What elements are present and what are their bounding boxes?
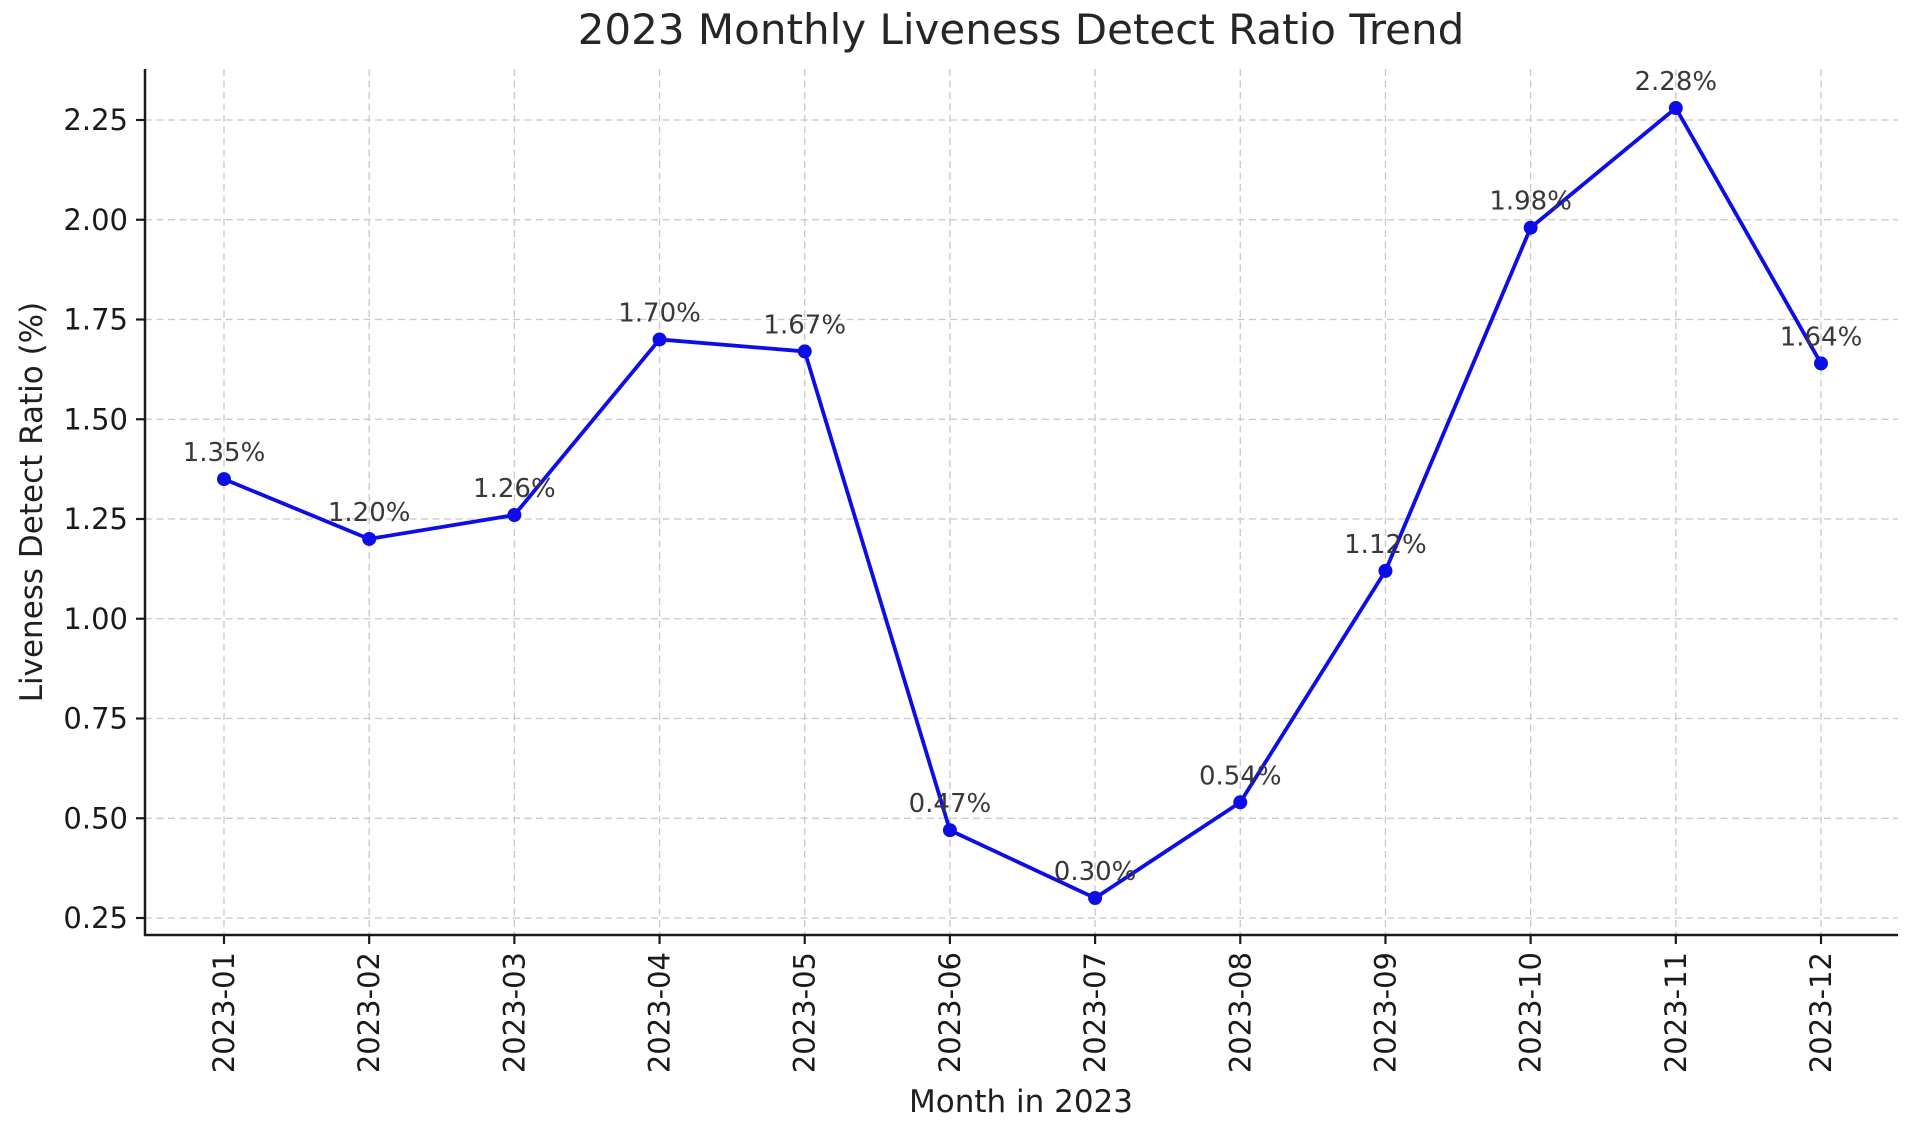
tick-layer: 2023-01 2023-02 2023-03 2023-04 2023-05 2023-… bbox=[63, 103, 1838, 1073]
x-tick-label: 2023-08 bbox=[1223, 952, 1257, 1073]
data-point-2023-06 bbox=[942, 823, 957, 838]
data-label-2023-10: 1.98% bbox=[1489, 187, 1572, 217]
y-tick-label: 2.00 bbox=[63, 203, 128, 237]
y-tick-label: 1.50 bbox=[63, 402, 128, 436]
data-label-2023-12: 1.64% bbox=[1780, 322, 1863, 352]
x-tick-label: 2023-10 bbox=[1514, 952, 1548, 1073]
data-label-2023-08: 0.54% bbox=[1199, 761, 1282, 791]
data-point-2023-10 bbox=[1523, 220, 1538, 235]
axes-spines bbox=[143, 69, 1898, 937]
y-tick-label: 1.75 bbox=[63, 303, 128, 337]
annotation-layer: 1.35% 1.20% 1.26% 1.70% 1.67% 0.47% 0.30% 0.54%… bbox=[183, 67, 1863, 887]
y-tick-label: 1.00 bbox=[63, 602, 128, 636]
data-point-2023-12 bbox=[1814, 356, 1828, 371]
x-tick-label: 2023-09 bbox=[1368, 952, 1402, 1073]
x-tick-label: 2023-04 bbox=[643, 952, 677, 1073]
y-tick-label: 2.25 bbox=[63, 103, 128, 137]
data-point-2023-05 bbox=[797, 344, 812, 359]
x-tick-label: 2023-02 bbox=[352, 952, 386, 1073]
data-label-2023-05: 1.67% bbox=[763, 310, 846, 340]
data-point-2023-07 bbox=[1088, 891, 1103, 906]
data-point-2023-02 bbox=[362, 531, 377, 546]
y-axis-title: Liveness Detect Ratio (%) bbox=[14, 302, 50, 703]
x-tick-label: 2023-01 bbox=[207, 952, 241, 1073]
series-layer bbox=[217, 101, 1828, 906]
x-tick-label: 2023-12 bbox=[1804, 952, 1838, 1073]
x-tick-label: 2023-07 bbox=[1078, 952, 1112, 1073]
data-label-2023-11: 2.28% bbox=[1635, 67, 1718, 97]
data-point-2023-01 bbox=[217, 472, 231, 487]
data-point-2023-09 bbox=[1378, 563, 1393, 578]
data-point-2023-11 bbox=[1668, 101, 1683, 116]
y-tick-label: 0.50 bbox=[63, 801, 128, 835]
data-point-2023-04 bbox=[652, 332, 667, 347]
chart-title: 2023 Monthly Liveness Detect Ratio Trend bbox=[578, 5, 1465, 54]
data-label-2023-01: 1.35% bbox=[183, 438, 266, 468]
grid-layer bbox=[145, 69, 1898, 935]
x-tick-label: 2023-05 bbox=[788, 952, 822, 1073]
x-axis-title: Month in 2023 bbox=[909, 1084, 1133, 1120]
x-tick-label: 2023-03 bbox=[497, 952, 531, 1073]
data-label-2023-03: 1.26% bbox=[473, 474, 556, 504]
y-tick-label: 0.75 bbox=[63, 702, 128, 736]
data-label-2023-02: 1.20% bbox=[328, 498, 411, 528]
trend-line bbox=[222, 106, 1823, 900]
y-tick-label: 1.25 bbox=[63, 502, 128, 536]
data-point-2023-03 bbox=[507, 508, 522, 523]
x-tick-label: 2023-06 bbox=[933, 952, 967, 1073]
data-point-2023-08 bbox=[1233, 795, 1248, 810]
data-label-2023-07: 0.30% bbox=[1054, 857, 1137, 887]
data-label-2023-06: 0.47% bbox=[909, 789, 992, 819]
x-tick-label: 2023-11 bbox=[1659, 952, 1693, 1073]
data-label-2023-09: 1.12% bbox=[1344, 530, 1427, 560]
data-label-2023-04: 1.70% bbox=[618, 298, 701, 328]
y-tick-label: 0.25 bbox=[63, 901, 128, 935]
